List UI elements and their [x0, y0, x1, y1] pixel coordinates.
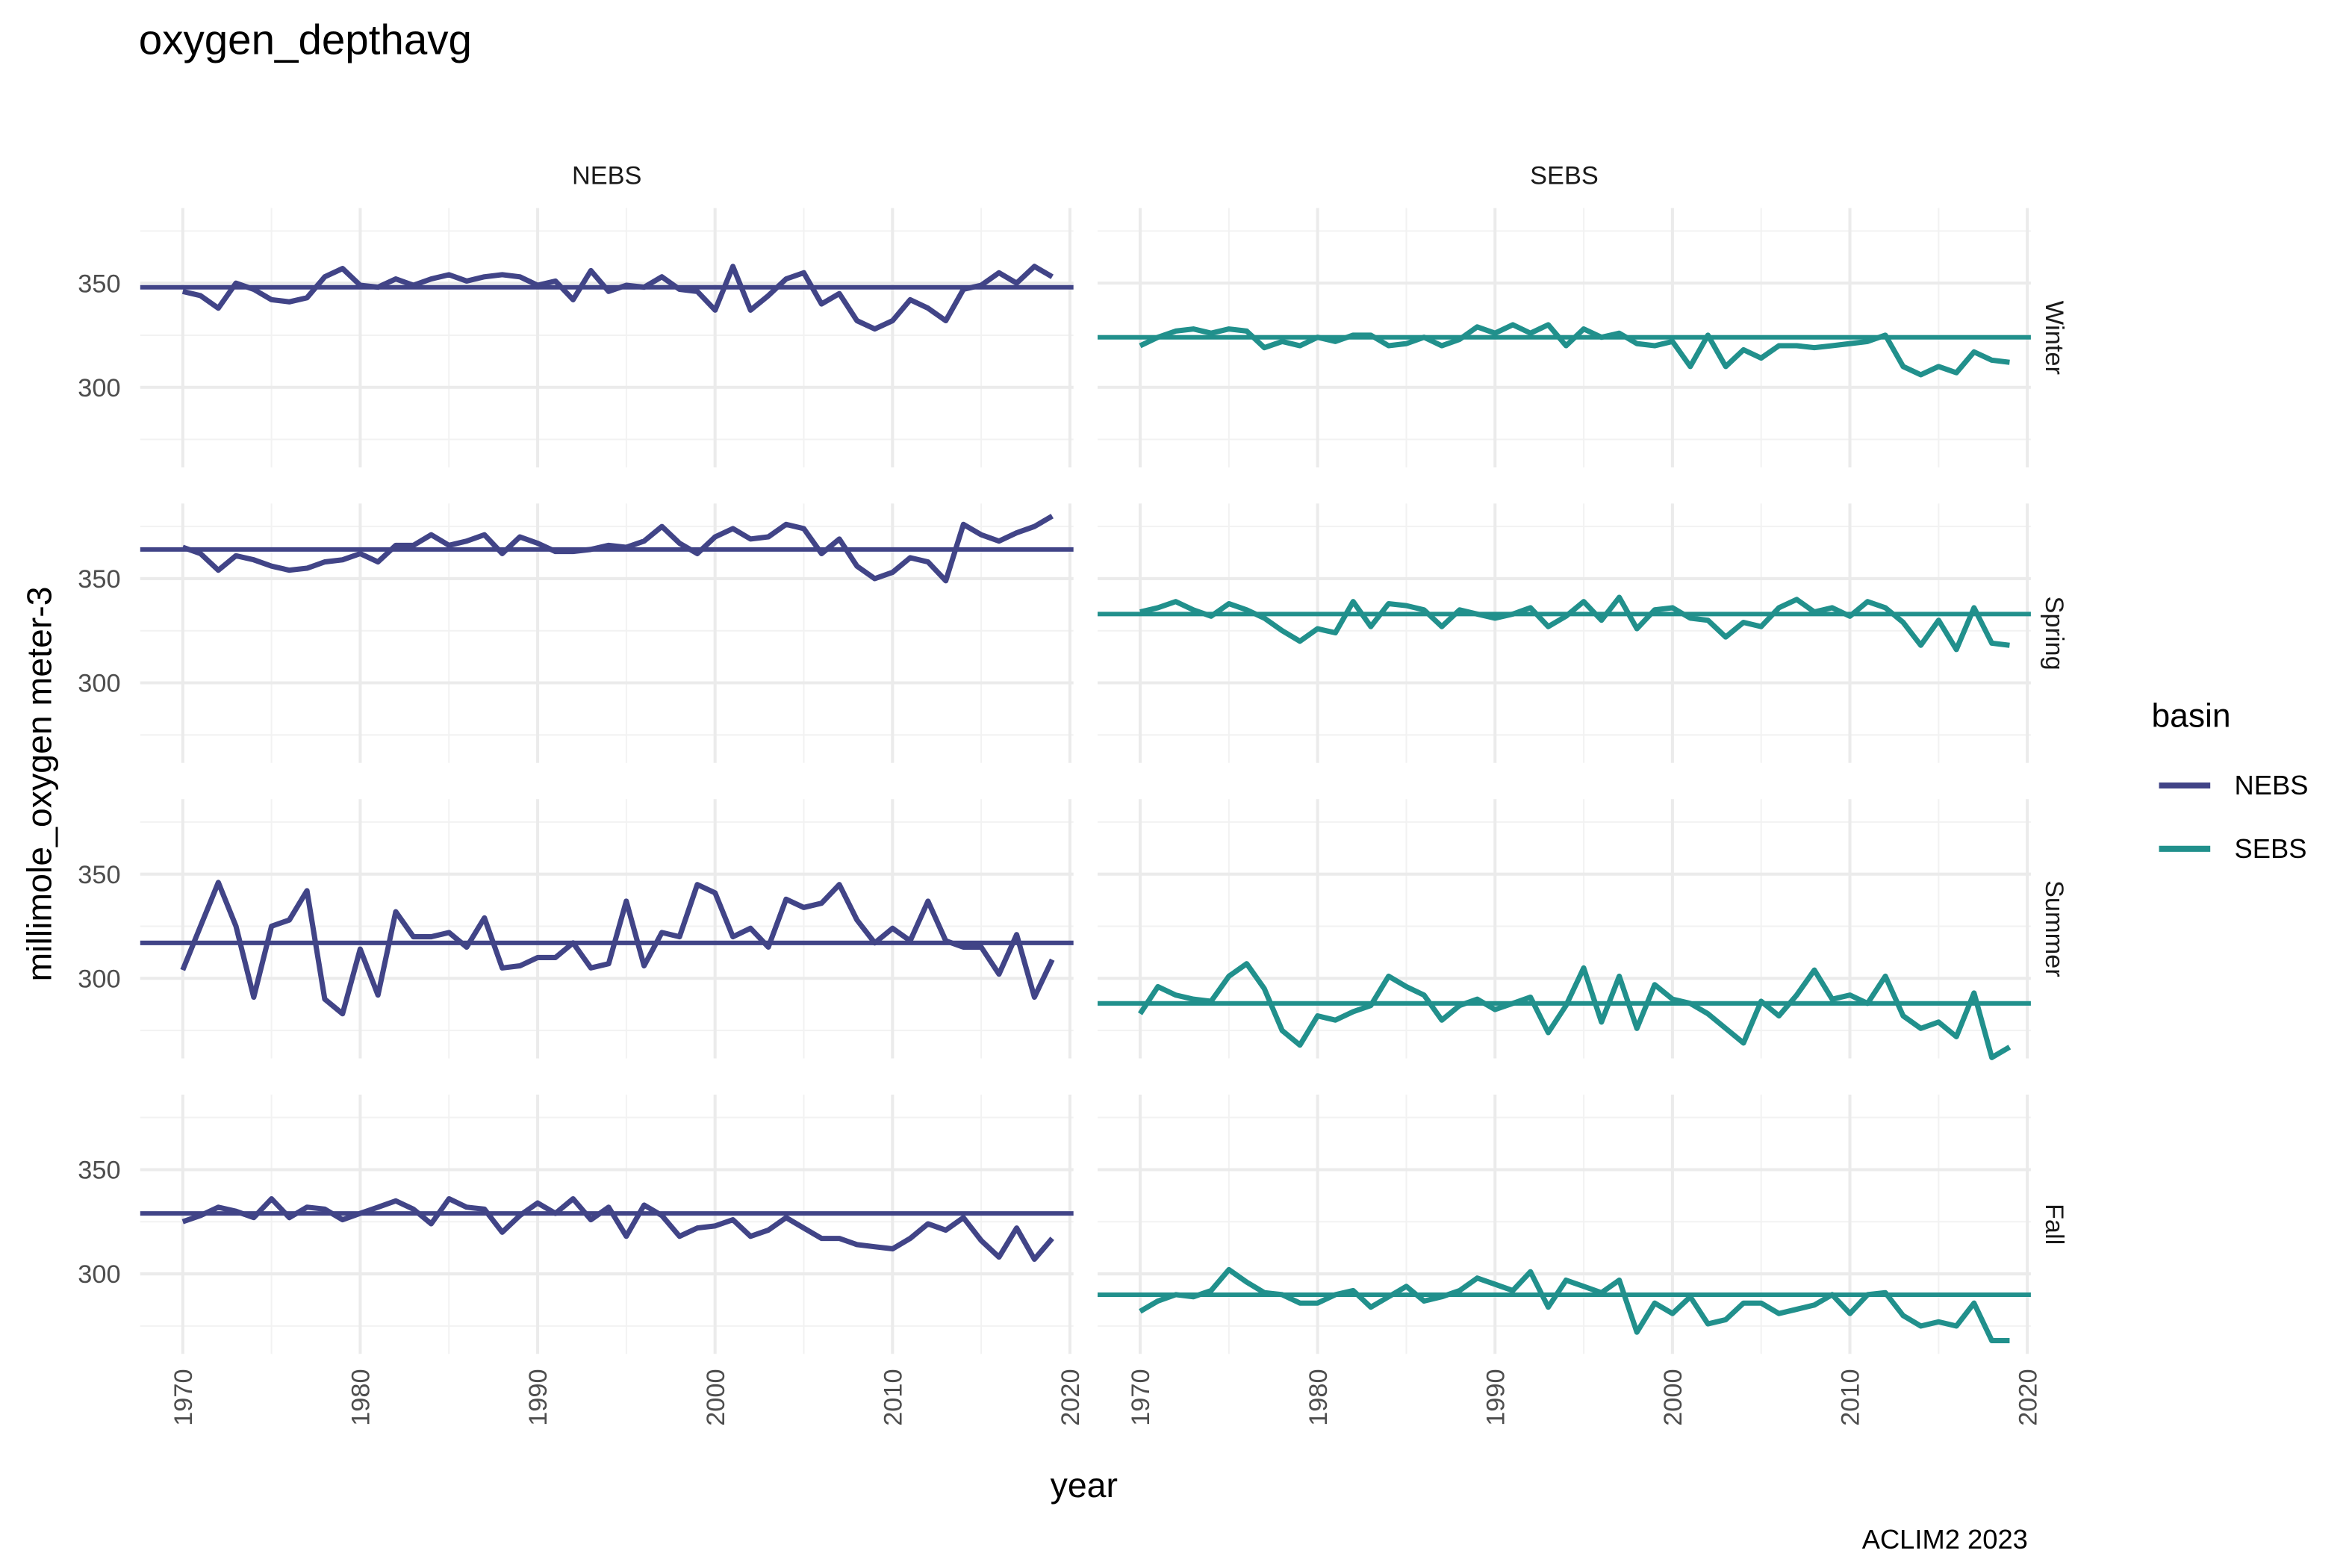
- legend-title: basin: [2151, 697, 2230, 734]
- x-tick-label: 1990: [1481, 1369, 1510, 1425]
- y-tick-label: 300: [78, 965, 120, 993]
- data-line: [180, 880, 1055, 1017]
- x-tick-label: 1980: [1304, 1369, 1333, 1425]
- strip-label: NEBS: [572, 161, 641, 190]
- x-tick-label: 2020: [1057, 1369, 1085, 1425]
- x-tick-label: 1970: [169, 1369, 198, 1425]
- data-line: [1137, 961, 2012, 1060]
- y-tick-label: 350: [78, 861, 120, 889]
- strip-label: Spring: [2040, 596, 2068, 670]
- y-tick-label: 300: [78, 670, 120, 698]
- y-tick-label: 350: [78, 1157, 120, 1185]
- y-tick-label: 300: [78, 374, 120, 402]
- data-line: [1139, 1266, 2010, 1344]
- data-line: [181, 1195, 1054, 1262]
- data-line: [1139, 594, 2010, 653]
- data-line: [1139, 322, 2010, 378]
- x-tick-label: 1980: [347, 1369, 376, 1425]
- x-axis-title: year: [1051, 1466, 1118, 1505]
- y-tick-label: 300: [78, 1260, 120, 1289]
- caption: ACLIM2 2023: [1862, 1524, 2028, 1555]
- strip-label: SEBS: [1530, 161, 1599, 190]
- strip-label: Winter: [2040, 301, 2068, 375]
- strip-label: Summer: [2040, 880, 2068, 977]
- legend-label: SEBS: [2234, 833, 2306, 864]
- x-tick-label: 2020: [2014, 1369, 2042, 1425]
- chart-title: oxygen_depthavg: [139, 16, 472, 63]
- x-tick-label: 2000: [1659, 1369, 1687, 1425]
- y-axis-title: millimole_oxygen meter-3: [20, 586, 59, 981]
- y-tick-label: 350: [78, 270, 120, 298]
- strip-label: Fall: [2040, 1204, 2068, 1245]
- y-tick-label: 350: [78, 565, 120, 594]
- x-tick-label: 1990: [524, 1369, 553, 1425]
- x-tick-label: 2010: [1837, 1369, 1865, 1425]
- legend-label: NEBS: [2234, 770, 2308, 800]
- data-line: [181, 264, 1054, 332]
- x-tick-label: 2010: [879, 1369, 907, 1425]
- x-tick-label: 2000: [702, 1369, 730, 1425]
- x-tick-label: 1970: [1127, 1369, 1155, 1425]
- data-line: [181, 514, 1054, 584]
